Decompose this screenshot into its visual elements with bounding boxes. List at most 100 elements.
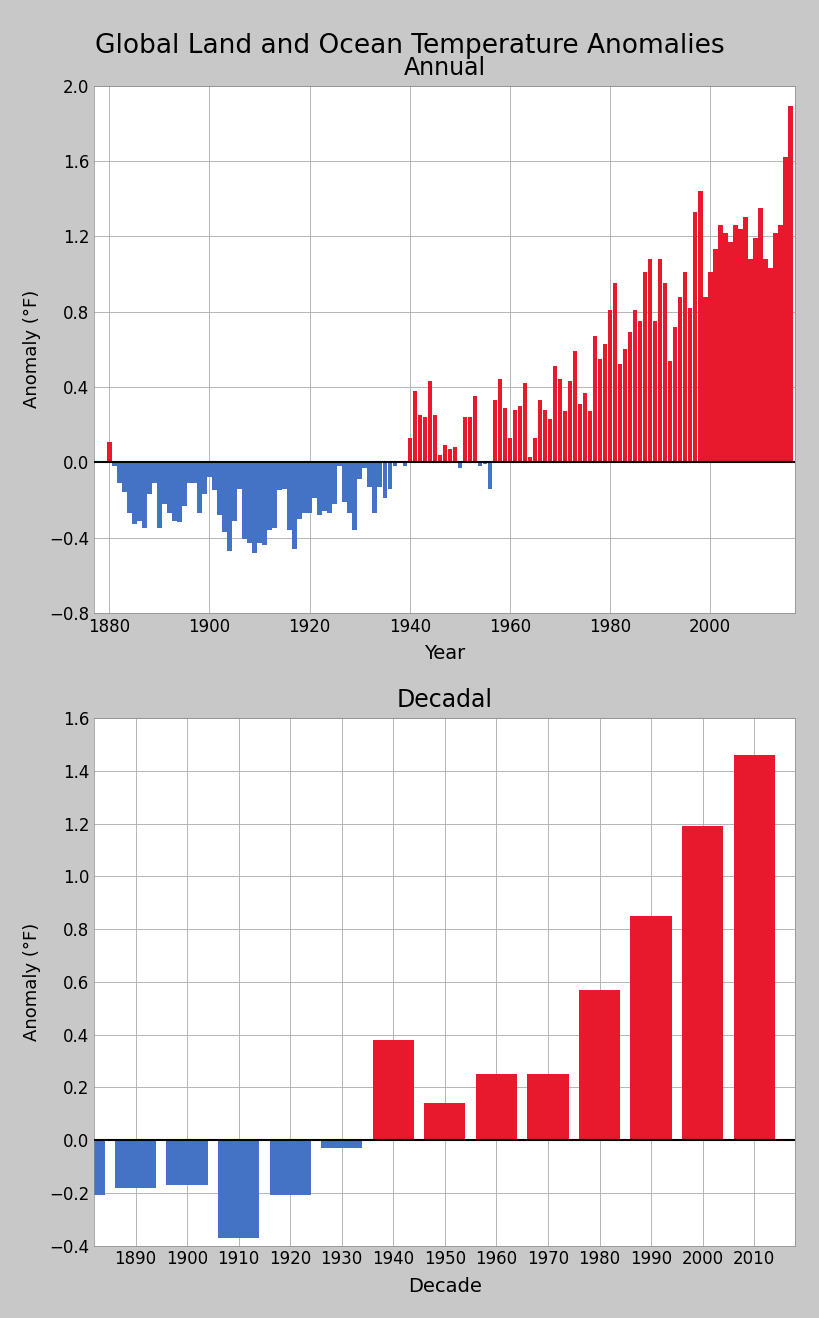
Bar (247, 463, 251, 543)
Bar (577, 403, 581, 463)
Bar (132, 463, 137, 525)
Bar (217, 463, 221, 515)
Bar (772, 232, 776, 463)
Title: Annual: Annual (403, 55, 486, 79)
Bar (321, 1140, 362, 1148)
Bar (647, 258, 652, 463)
Bar (667, 361, 672, 463)
Bar (727, 243, 731, 463)
Bar (387, 463, 391, 489)
Bar (637, 322, 641, 463)
Bar (166, 1140, 207, 1185)
Bar (782, 157, 787, 463)
Bar (377, 463, 382, 486)
Bar (447, 449, 451, 463)
Bar (347, 463, 351, 513)
Bar (117, 463, 121, 482)
Bar (632, 310, 636, 463)
Bar (630, 916, 671, 1140)
Bar (302, 463, 306, 513)
Bar (742, 217, 747, 463)
Bar (622, 349, 627, 463)
Bar (112, 463, 116, 467)
Bar (127, 463, 131, 513)
Bar (612, 283, 617, 463)
Bar (242, 463, 247, 539)
Bar (427, 381, 432, 463)
Bar (467, 416, 472, 463)
Text: Global Land and Ocean Temperature Anomalies: Global Land and Ocean Temperature Anomal… (95, 33, 724, 59)
Bar (681, 826, 722, 1140)
Bar (507, 438, 512, 463)
Bar (212, 463, 216, 490)
Bar (762, 258, 767, 463)
Bar (618, 364, 622, 463)
Bar (207, 463, 211, 477)
Bar (532, 438, 536, 463)
Bar (697, 191, 702, 463)
Bar (552, 366, 557, 463)
Bar (222, 463, 227, 532)
Bar (657, 258, 662, 463)
Bar (547, 419, 551, 463)
Bar (702, 297, 707, 463)
Bar (187, 463, 192, 482)
Bar (597, 358, 602, 463)
Bar (517, 406, 522, 463)
Bar (152, 463, 156, 482)
Bar (462, 416, 467, 463)
Bar (227, 463, 232, 551)
Bar (197, 463, 201, 513)
Bar (362, 463, 367, 468)
Bar (357, 463, 361, 480)
Bar (423, 1103, 465, 1140)
Bar (777, 225, 781, 463)
Bar (758, 208, 762, 463)
Bar (767, 269, 771, 463)
Bar (672, 327, 676, 463)
Bar (582, 393, 586, 463)
Bar (482, 463, 486, 464)
Bar (147, 463, 152, 494)
Bar (172, 463, 176, 521)
Bar (63, 1140, 105, 1195)
Bar (257, 463, 261, 543)
Bar (492, 401, 496, 463)
Bar (272, 463, 277, 529)
Bar (137, 463, 142, 521)
Y-axis label: Anomaly (°F): Anomaly (°F) (23, 923, 41, 1041)
Bar (477, 463, 482, 467)
Bar (662, 283, 667, 463)
Bar (687, 308, 691, 463)
Bar (307, 463, 311, 513)
Bar (342, 463, 346, 502)
Bar (372, 1040, 414, 1140)
Bar (412, 390, 417, 463)
Bar (252, 463, 256, 552)
Bar (733, 755, 774, 1140)
Bar (537, 401, 541, 463)
Bar (787, 107, 792, 463)
Bar (392, 463, 396, 467)
Bar (682, 272, 686, 463)
Bar (269, 1140, 310, 1195)
Bar (202, 463, 206, 494)
Bar (732, 225, 736, 463)
Bar (282, 463, 287, 489)
Bar (737, 229, 742, 463)
Bar (527, 456, 532, 463)
Bar (692, 212, 697, 463)
Bar (707, 272, 712, 463)
Bar (322, 463, 327, 511)
Bar (602, 344, 607, 463)
Bar (262, 463, 266, 546)
Bar (522, 384, 527, 463)
Bar (557, 380, 562, 463)
Bar (587, 411, 591, 463)
Bar (157, 463, 161, 529)
Bar (192, 463, 197, 482)
Bar (292, 463, 296, 548)
Bar (352, 463, 356, 530)
Bar (327, 463, 332, 513)
Title: Decadal: Decadal (396, 688, 492, 712)
